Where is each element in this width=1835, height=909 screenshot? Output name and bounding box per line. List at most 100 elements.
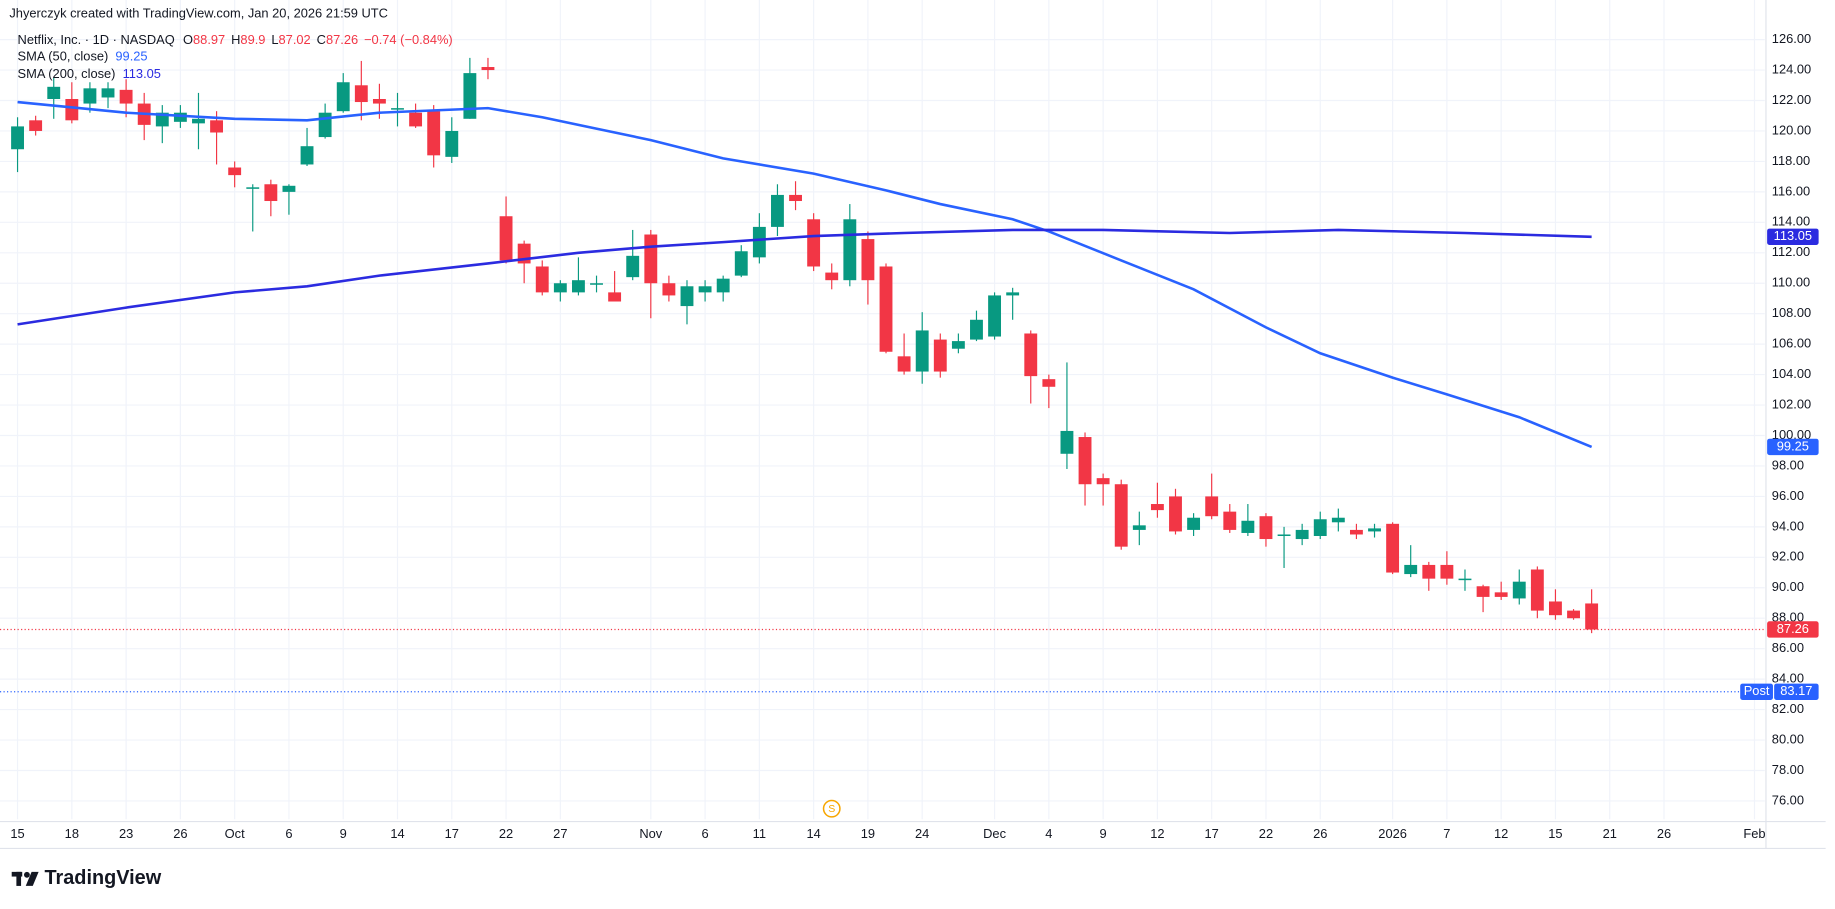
x-tick-label: Oct	[225, 826, 245, 841]
axes: 76.00 78.00 80.00 82.00 84.00 86.00 88.00 90.00…	[10, 31, 1819, 841]
y-tick-label: 112.00	[1772, 244, 1810, 259]
candle-body	[861, 239, 875, 281]
candle-body	[970, 319, 983, 340]
candle-body	[1404, 564, 1418, 575]
candle-body	[879, 266, 893, 352]
y-tick-label: 114.00	[1772, 214, 1810, 229]
candle-body	[282, 185, 296, 192]
candle-body	[626, 255, 640, 278]
candle-body	[897, 356, 911, 372]
sma-badge-label: 113.05	[1774, 228, 1812, 243]
candle-body	[173, 112, 187, 122]
candle-body	[1042, 379, 1056, 387]
x-tick-label: 9	[1100, 826, 1107, 841]
x-tick-label: 4	[1045, 826, 1052, 841]
y-tick-label: 90.00	[1772, 579, 1804, 594]
last-price-label: 87.26	[1777, 621, 1809, 636]
y-tick-label: 88.00	[1772, 610, 1804, 625]
candle-body	[825, 272, 839, 281]
candle-body	[1386, 523, 1400, 573]
candle-body	[29, 120, 43, 131]
y-tick-label: 84.00	[1772, 671, 1804, 686]
candle-body	[499, 216, 513, 261]
x-tick-label: 19	[861, 826, 875, 841]
x-tick-label: 21	[1603, 826, 1617, 841]
candle-body	[590, 283, 603, 285]
candle-body	[1567, 610, 1580, 619]
candle-body	[336, 82, 350, 112]
o-value: 88.97	[193, 32, 225, 47]
x-tick-label: 23	[119, 826, 133, 841]
candle-body	[11, 126, 24, 150]
logo-icon	[25, 871, 39, 886]
candle-body	[65, 98, 79, 121]
candle-body	[445, 130, 459, 157]
candle-body	[1006, 292, 1020, 296]
candle-body	[427, 111, 441, 156]
y-tick-label: 116.00	[1772, 183, 1810, 198]
y-tick-label: 118.00	[1772, 153, 1810, 168]
candle-body	[1494, 592, 1508, 597]
candle-body	[843, 219, 857, 281]
x-tick-label: 7	[1443, 826, 1450, 841]
logo: TradingView	[11, 867, 162, 889]
candle-body	[1331, 517, 1345, 523]
y-tick-label: 94.00	[1772, 518, 1804, 533]
candle-body	[1313, 519, 1327, 537]
candle-body	[698, 286, 712, 293]
h-label: H	[231, 32, 240, 47]
x-tick-label: 26	[1313, 826, 1327, 841]
candle-body	[228, 167, 242, 176]
candle-body	[807, 219, 821, 267]
candle-body	[1440, 564, 1454, 579]
candle-body	[608, 292, 622, 302]
x-tick-label: 11	[753, 826, 766, 841]
candle-body	[535, 266, 549, 293]
candle-body	[1549, 601, 1562, 616]
y-tick-label: 92.00	[1772, 549, 1804, 564]
candle-body	[192, 118, 205, 124]
x-tick-label: 2026	[1378, 826, 1407, 841]
candle-body	[300, 146, 314, 165]
candle-body	[119, 89, 133, 104]
post-badge	[1774, 683, 1819, 700]
candle-body	[83, 88, 97, 104]
candle-body	[1187, 517, 1201, 530]
sma200-legend: SMA (200, close) 113.05	[18, 66, 161, 81]
sma-badge	[1767, 228, 1819, 245]
candle-body	[752, 226, 766, 258]
sma-badge-label: 99.25	[1777, 438, 1809, 453]
candle-body	[318, 112, 332, 138]
candle-body	[680, 286, 694, 307]
candle-body	[716, 278, 730, 293]
candle-body	[771, 194, 784, 227]
y-tick-label: 106.00	[1772, 336, 1811, 351]
candle-body	[1368, 528, 1381, 532]
logo-text: TradingView	[44, 867, 161, 889]
candle-body	[1530, 569, 1544, 611]
legend-name: SMA (200, close)	[18, 66, 116, 81]
y-tick-label: 76.00	[1772, 792, 1804, 807]
candle-body	[553, 283, 567, 293]
last-price-badge	[1767, 621, 1819, 638]
candle-body	[1223, 511, 1237, 530]
x-tick-label: 6	[702, 826, 709, 841]
y-tick-label: 98.00	[1772, 457, 1804, 472]
x-tick-label: 22	[499, 826, 513, 841]
y-tick-label: 110.00	[1772, 275, 1810, 290]
event-label: S	[828, 803, 835, 815]
candle-body	[1422, 564, 1436, 579]
candle-body	[1024, 333, 1038, 377]
candle-body	[47, 86, 61, 99]
legend-value: 113.05	[123, 66, 161, 81]
candle-body	[1277, 534, 1291, 537]
candle-body	[1132, 525, 1146, 530]
x-tick-label: 26	[1657, 826, 1671, 841]
event-icon	[822, 799, 841, 818]
y-tick-label: 104.00	[1772, 366, 1811, 381]
sma-badge	[1767, 438, 1819, 456]
y-tick-label: 122.00	[1772, 92, 1811, 107]
l-label: L	[271, 32, 278, 47]
sma50-legend: SMA (50, close) 99.25	[18, 49, 148, 64]
